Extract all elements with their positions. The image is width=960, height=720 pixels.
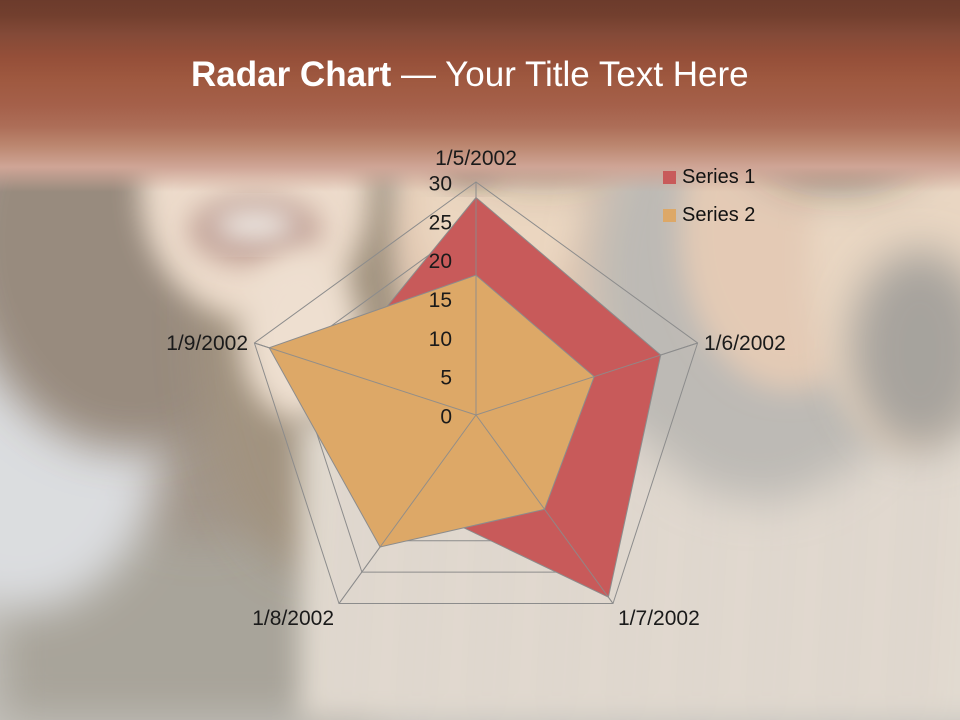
svg-text:20: 20 bbox=[429, 250, 452, 273]
svg-text:5: 5 bbox=[440, 367, 452, 390]
svg-text:1/7/2002: 1/7/2002 bbox=[618, 607, 700, 630]
svg-text:1/6/2002: 1/6/2002 bbox=[704, 332, 786, 355]
svg-text:15: 15 bbox=[429, 289, 452, 312]
svg-text:1/5/2002: 1/5/2002 bbox=[435, 147, 517, 170]
svg-text:30: 30 bbox=[429, 173, 452, 196]
svg-text:10: 10 bbox=[429, 328, 452, 351]
svg-text:25: 25 bbox=[429, 211, 452, 234]
svg-text:1/9/2002: 1/9/2002 bbox=[166, 332, 248, 355]
svg-text:0: 0 bbox=[440, 406, 452, 429]
svg-text:1/8/2002: 1/8/2002 bbox=[252, 607, 334, 630]
